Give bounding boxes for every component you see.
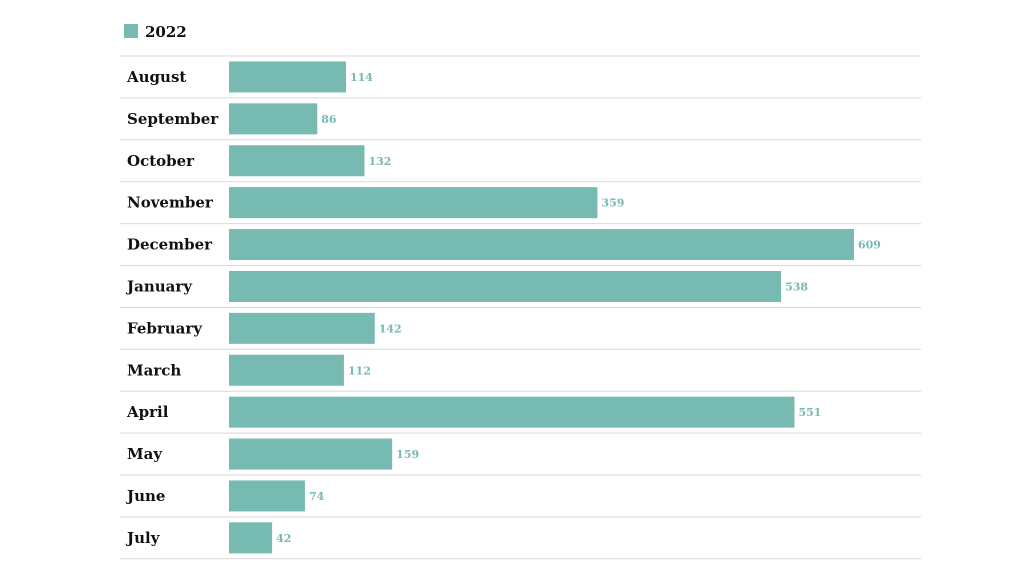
bar-november bbox=[229, 187, 598, 219]
category-label-march: March bbox=[127, 361, 181, 379]
bar-january bbox=[229, 270, 782, 302]
category-label-october: October bbox=[127, 152, 195, 170]
legend-label-2022: 2022 bbox=[145, 23, 187, 41]
category-label-january: January bbox=[125, 277, 193, 295]
category-label-august: August bbox=[126, 68, 186, 86]
category-label-april: April bbox=[126, 403, 169, 421]
value-label-february: 142 bbox=[379, 322, 402, 335]
category-label-november: November bbox=[127, 194, 214, 212]
value-label-november: 359 bbox=[601, 197, 624, 210]
category-label-september: September bbox=[127, 110, 219, 128]
value-label-march: 112 bbox=[348, 364, 371, 377]
value-label-july: 42 bbox=[276, 532, 291, 545]
value-label-september: 86 bbox=[321, 113, 337, 126]
legend: 2022 bbox=[124, 23, 187, 41]
value-label-december: 609 bbox=[858, 239, 881, 252]
bar-may bbox=[229, 438, 393, 470]
bar-february bbox=[229, 312, 375, 344]
bar-august bbox=[229, 61, 346, 93]
value-label-april: 551 bbox=[798, 406, 821, 419]
value-label-august: 114 bbox=[350, 71, 373, 84]
category-label-december: December bbox=[127, 236, 213, 254]
value-label-october: 132 bbox=[368, 155, 391, 168]
bar-december bbox=[229, 229, 854, 261]
bar-april bbox=[229, 396, 795, 428]
value-label-june: 74 bbox=[309, 490, 325, 503]
bar-june bbox=[229, 480, 305, 512]
bar-march bbox=[229, 354, 344, 386]
bar-september bbox=[229, 103, 318, 135]
value-label-january: 538 bbox=[785, 280, 808, 293]
bar-july bbox=[229, 522, 273, 554]
bar-october bbox=[229, 145, 365, 177]
category-label-february: February bbox=[127, 319, 203, 337]
category-label-july: July bbox=[125, 529, 161, 547]
chart-rows: August 114 September 86 October 132 November 35… bbox=[120, 55, 921, 560]
category-label-june: June bbox=[125, 487, 165, 505]
legend-swatch-2022 bbox=[124, 24, 138, 38]
category-label-may: May bbox=[127, 445, 163, 463]
value-label-may: 159 bbox=[396, 448, 419, 461]
